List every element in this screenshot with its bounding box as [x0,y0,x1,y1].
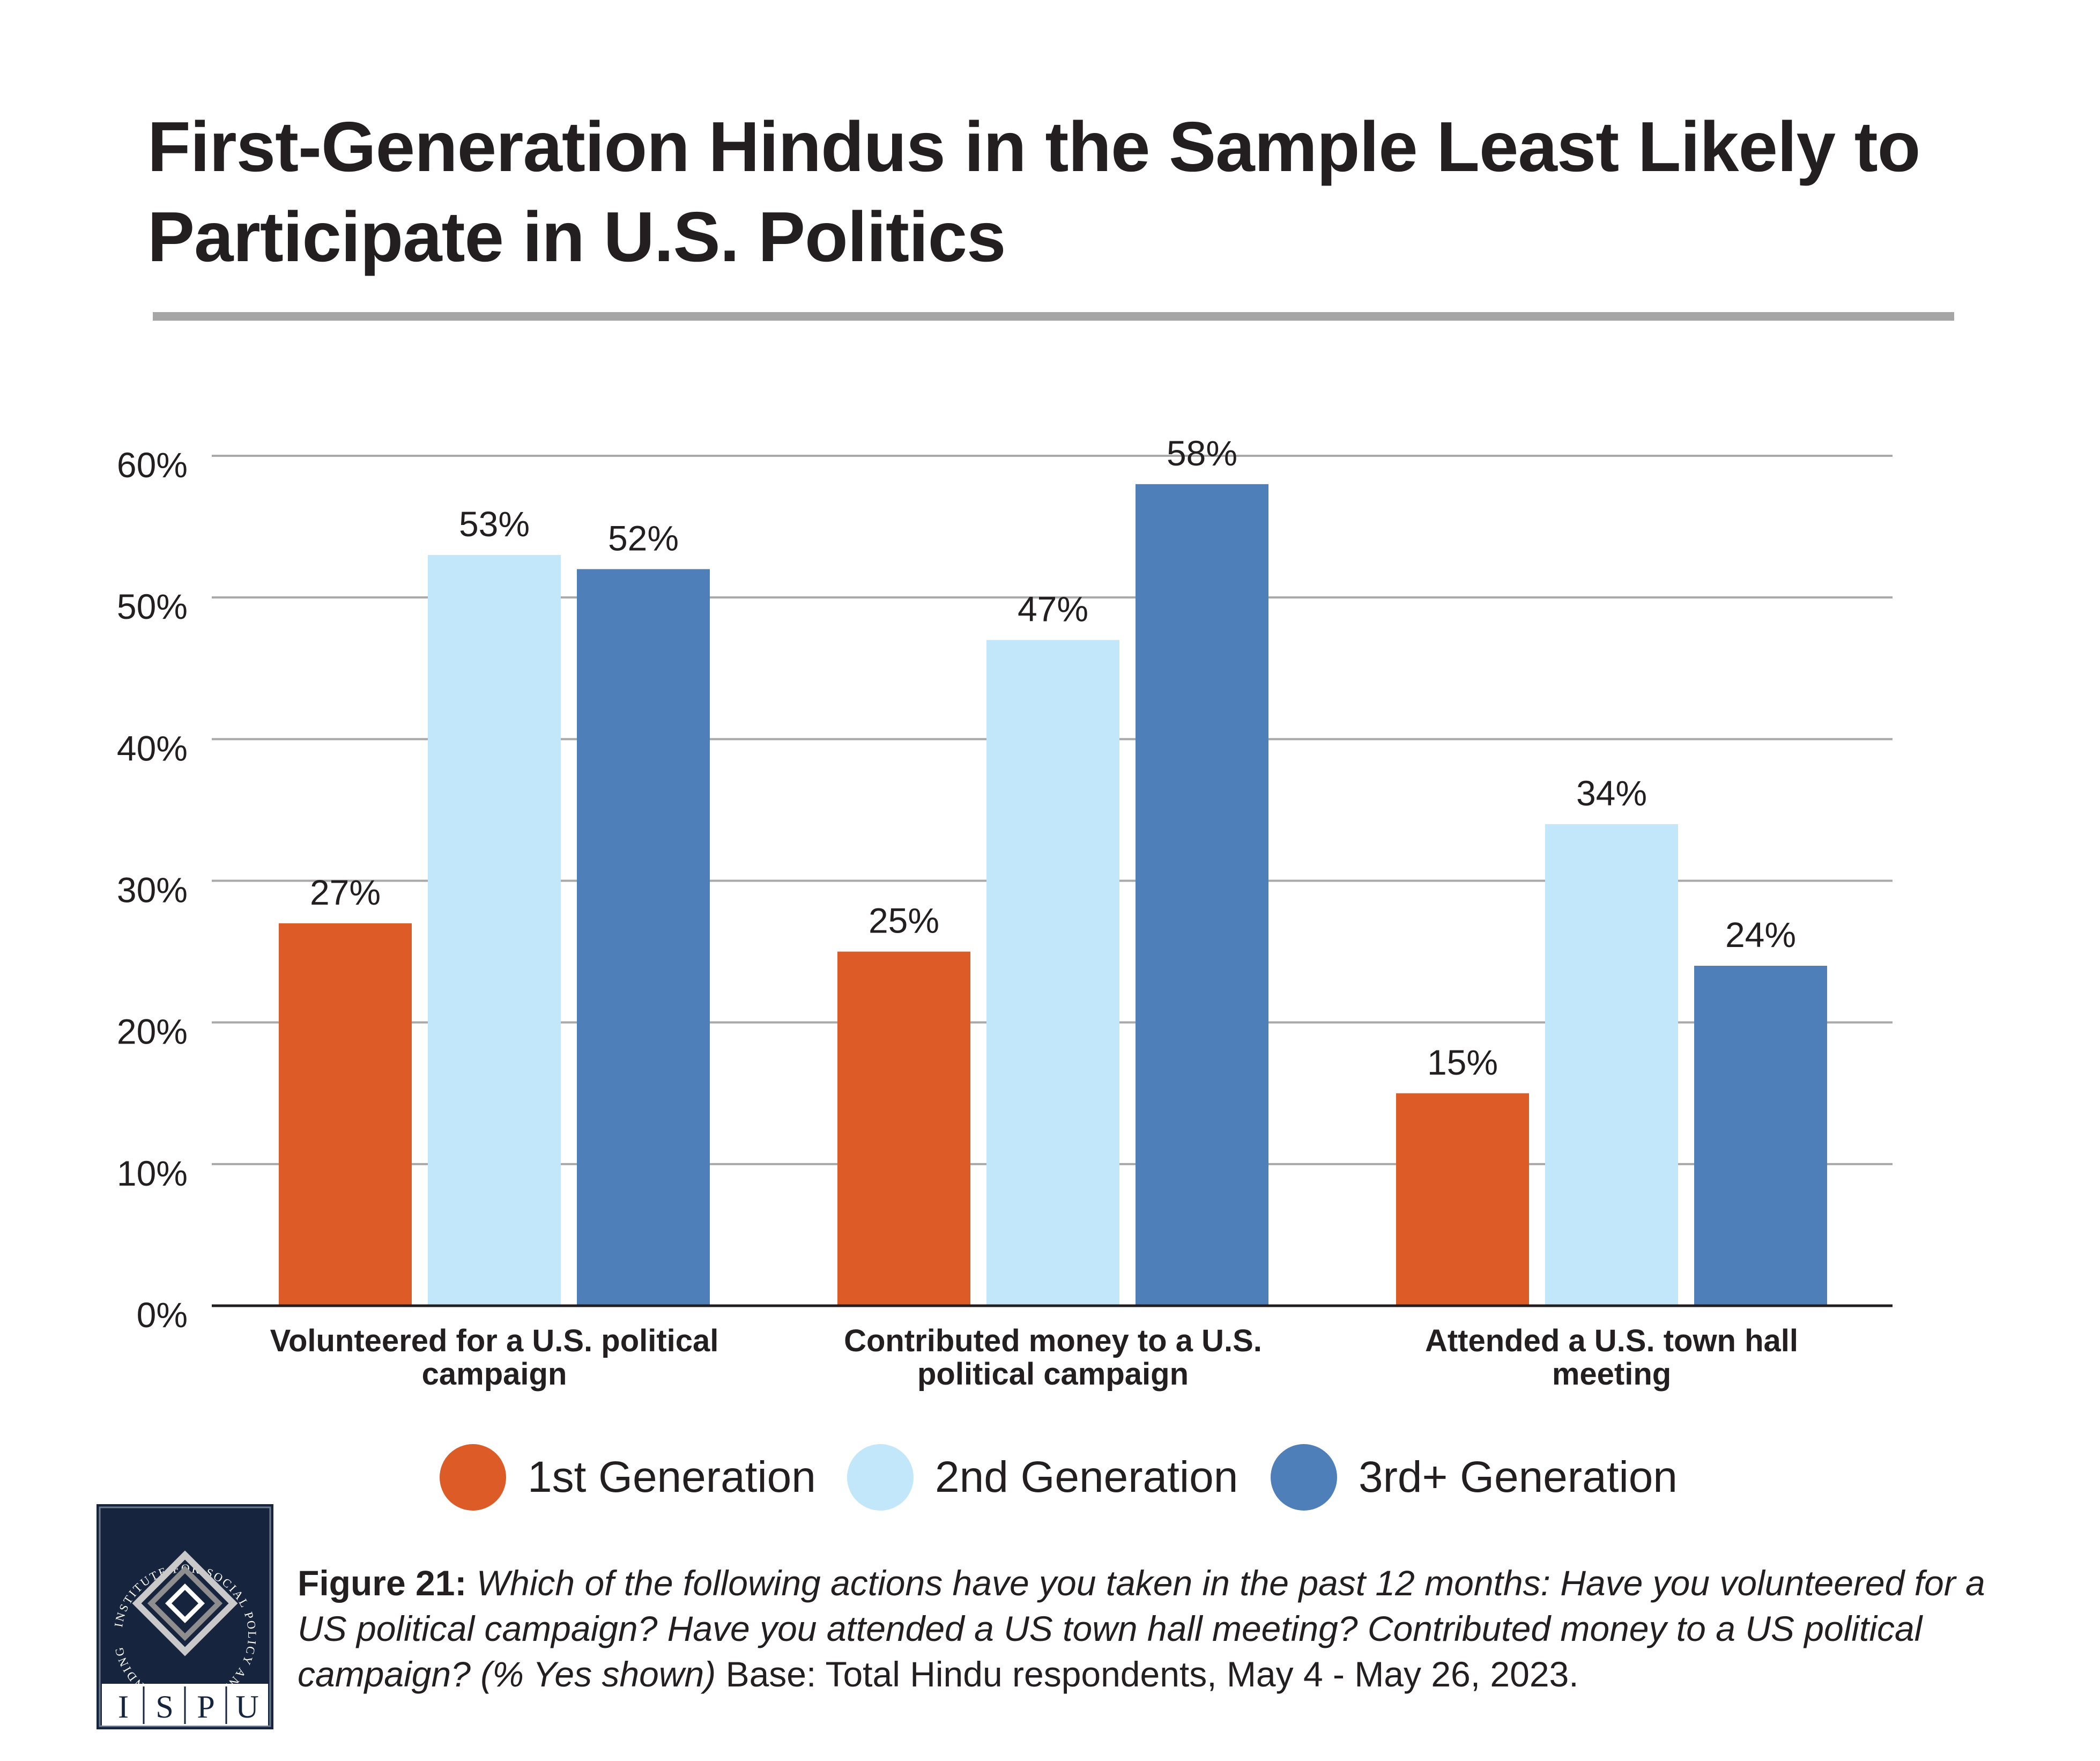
bar-value-label: 58% [1167,433,1237,473]
y-tick-label: 20% [117,1012,188,1052]
legend-item: 3rd+ Generation [1271,1442,1678,1512]
bar-value-label: 53% [459,504,530,544]
bar-value-label: 34% [1576,773,1647,813]
bar-value-label: 27% [310,872,381,912]
legend-swatch [1271,1444,1337,1511]
figure-caption: Figure 21: Which of the following action… [298,1560,2002,1697]
bars [279,484,1827,1306]
legend-label: 3rd+ Generation [1359,1453,1678,1501]
ispu-logo-mark: INSTITUTE FOR SOCIAL POLICY AND UNDERSTA… [99,1506,271,1727]
figure-base: Base: Total Hindu respondents, May 4 - M… [725,1654,1579,1694]
ispu-logo: INSTITUTE FOR SOCIAL POLICY AND UNDERSTA… [97,1504,273,1729]
legend-item: 2nd Generation [847,1442,1238,1512]
legend: 1st Generation 2nd Generation 3rd+ Gener… [0,1442,2100,1518]
title-divider [153,312,1954,321]
legend-swatch [440,1444,506,1511]
category-label: Volunteered for a U.S. political campaig… [270,1323,719,1392]
y-tick-label: 10% [117,1153,188,1193]
bar [1396,1093,1529,1306]
bar-value-label: 25% [869,901,939,941]
y-tick-label: 60% [117,445,188,485]
figure-question: Which of the following actions have you … [298,1563,1985,1694]
bar-data-labels: 27% 53% 52% 25% 47% 58% 15% 34% 24% [310,433,1796,1082]
figure-number: Figure 21: [298,1563,467,1603]
legend-label: 1st Generation [528,1453,816,1501]
bar [1545,824,1678,1306]
bar [279,923,412,1306]
legend-item: 1st Generation [440,1442,816,1512]
y-tick-label: 30% [117,870,188,910]
bar [1694,966,1827,1306]
bar-value-label: 52% [608,518,679,558]
legend-label: 2nd Generation [935,1453,1238,1501]
category-label: Attended a U.S. town hall meeting [1424,1323,1799,1392]
bar [1136,484,1268,1306]
bar [428,554,561,1306]
bar-value-label: 15% [1427,1042,1498,1082]
y-tick-label: 40% [117,728,188,768]
category-label: Contributed money to a U.S. political ca… [844,1323,1262,1392]
bar [837,951,970,1306]
bar-value-label: 47% [1018,589,1088,628]
y-tick-label: 50% [117,587,188,626]
bar-value-label: 24% [1725,915,1796,955]
logo-letter: S [155,1689,173,1725]
y-tick-label: 0% [137,1295,188,1335]
legend-swatch [847,1444,914,1511]
bar-chart: 0% 10% 20% 30% 40% 50% 60% 27% 53% 52% 25% 47% 58% 1… [117,433,1893,1335]
chart-title: First-Generation Hindus in the Sample Le… [147,107,1920,276]
logo-letter: P [197,1689,214,1725]
logo-letter: I [118,1689,129,1725]
bar [986,640,1119,1306]
logo-letter: U [235,1689,258,1725]
y-axis-tick-labels: 0% 10% 20% 30% 40% 50% 60% [117,445,188,1335]
bar [577,569,710,1306]
